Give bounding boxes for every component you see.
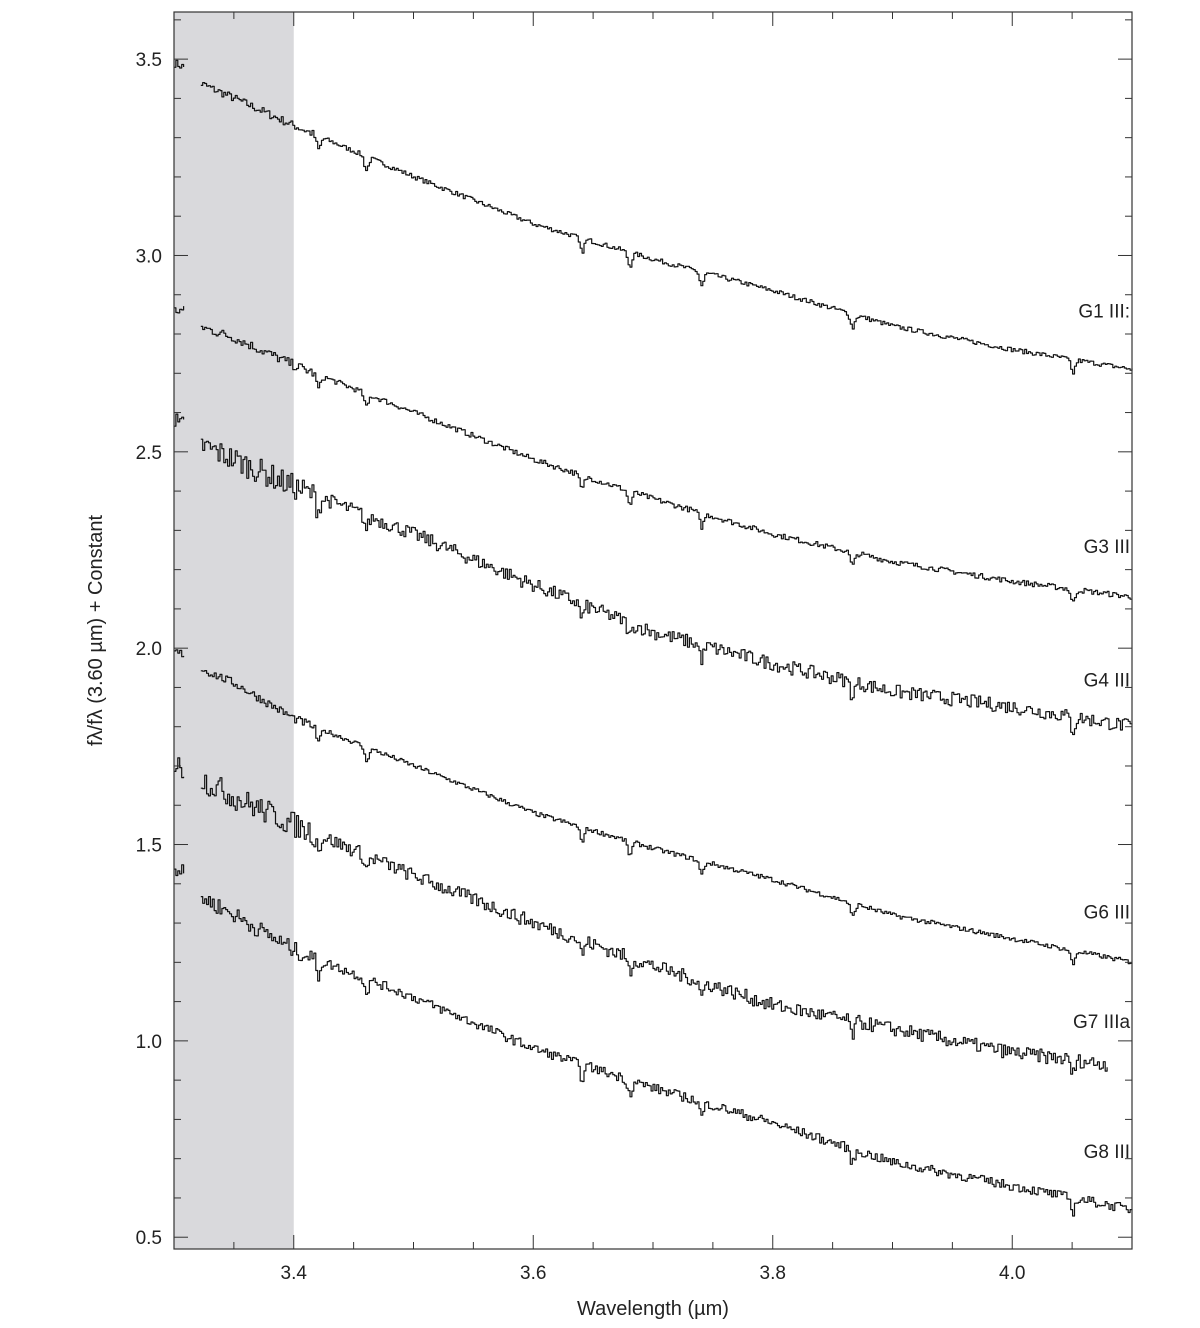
spectrum-line xyxy=(174,649,1133,966)
y-tick-label: 3.5 xyxy=(136,50,162,71)
y-tick-label: 2.0 xyxy=(136,639,162,660)
series-label: G1 III: xyxy=(1078,301,1130,322)
x-axis-label: Wavelength (µm) xyxy=(577,1298,729,1320)
y-tick-label: 0.5 xyxy=(136,1228,162,1249)
spectrum-line xyxy=(174,413,1133,736)
x-tick-label: 3.8 xyxy=(760,1263,786,1284)
x-tick-label: 3.4 xyxy=(281,1263,308,1284)
y-tick-label: 1.5 xyxy=(136,836,162,857)
y-tick-label: 3.0 xyxy=(136,246,162,267)
shaded-region xyxy=(174,12,294,1249)
x-tick-label: 4.0 xyxy=(999,1263,1025,1284)
series-label: G8 III xyxy=(1084,1142,1130,1163)
series-label: G6 III xyxy=(1084,902,1130,923)
series-label: G7 IIIa xyxy=(1073,1012,1130,1033)
spectrum-line xyxy=(174,757,1108,1075)
spectrum-line xyxy=(174,306,1133,602)
spectrum-line xyxy=(174,59,1133,375)
x-tick-label: 3.6 xyxy=(520,1263,546,1284)
y-axis-label: fλ/fλ (3.60 µm) + Constant xyxy=(85,515,107,746)
y-tick-label: 1.0 xyxy=(136,1032,162,1053)
series-label: G3 III xyxy=(1084,537,1130,558)
y-tick-label: 2.5 xyxy=(136,443,162,464)
series-label: G4 III xyxy=(1084,671,1130,692)
spectrum-line xyxy=(174,864,1133,1217)
